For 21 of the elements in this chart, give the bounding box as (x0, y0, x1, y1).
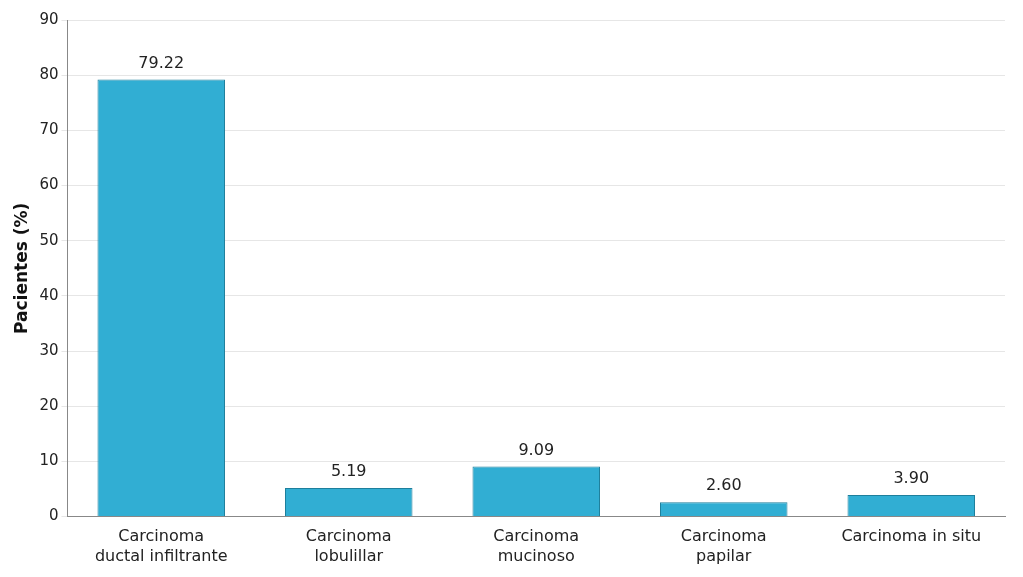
data-label: 79.22 (138, 52, 185, 72)
x-tick-label: Carcinoma in situ (841, 526, 982, 546)
y-tick-label: 60 (39, 175, 59, 194)
data-label: 3.90 (893, 468, 930, 488)
y-tick-label: 30 (39, 340, 59, 359)
y-tick-label: 20 (39, 396, 59, 415)
y-tick-label: 50 (39, 230, 59, 249)
data-label: 2.60 (705, 475, 742, 495)
y-tick-label: 0 (48, 506, 59, 525)
data-label: 9.09 (518, 439, 555, 459)
x-tick-label: Carcinoma mucinoso (493, 526, 580, 565)
y-tick-label: 40 (39, 285, 59, 304)
y-tick-label: 90 (39, 9, 59, 28)
y-tick-label: 80 (39, 65, 59, 84)
y-axis-title: Pacientes (%) (10, 202, 31, 334)
x-tick-label: Carcinoma lobulillar (305, 526, 392, 565)
y-tick-label: 10 (39, 451, 59, 470)
data-label: 5.19 (330, 461, 367, 481)
x-tick-label: Carcinoma papilar (680, 526, 767, 565)
y-tick-label: 70 (39, 120, 59, 139)
x-tick-label: Carcinoma ductal infiltrante (94, 526, 228, 565)
